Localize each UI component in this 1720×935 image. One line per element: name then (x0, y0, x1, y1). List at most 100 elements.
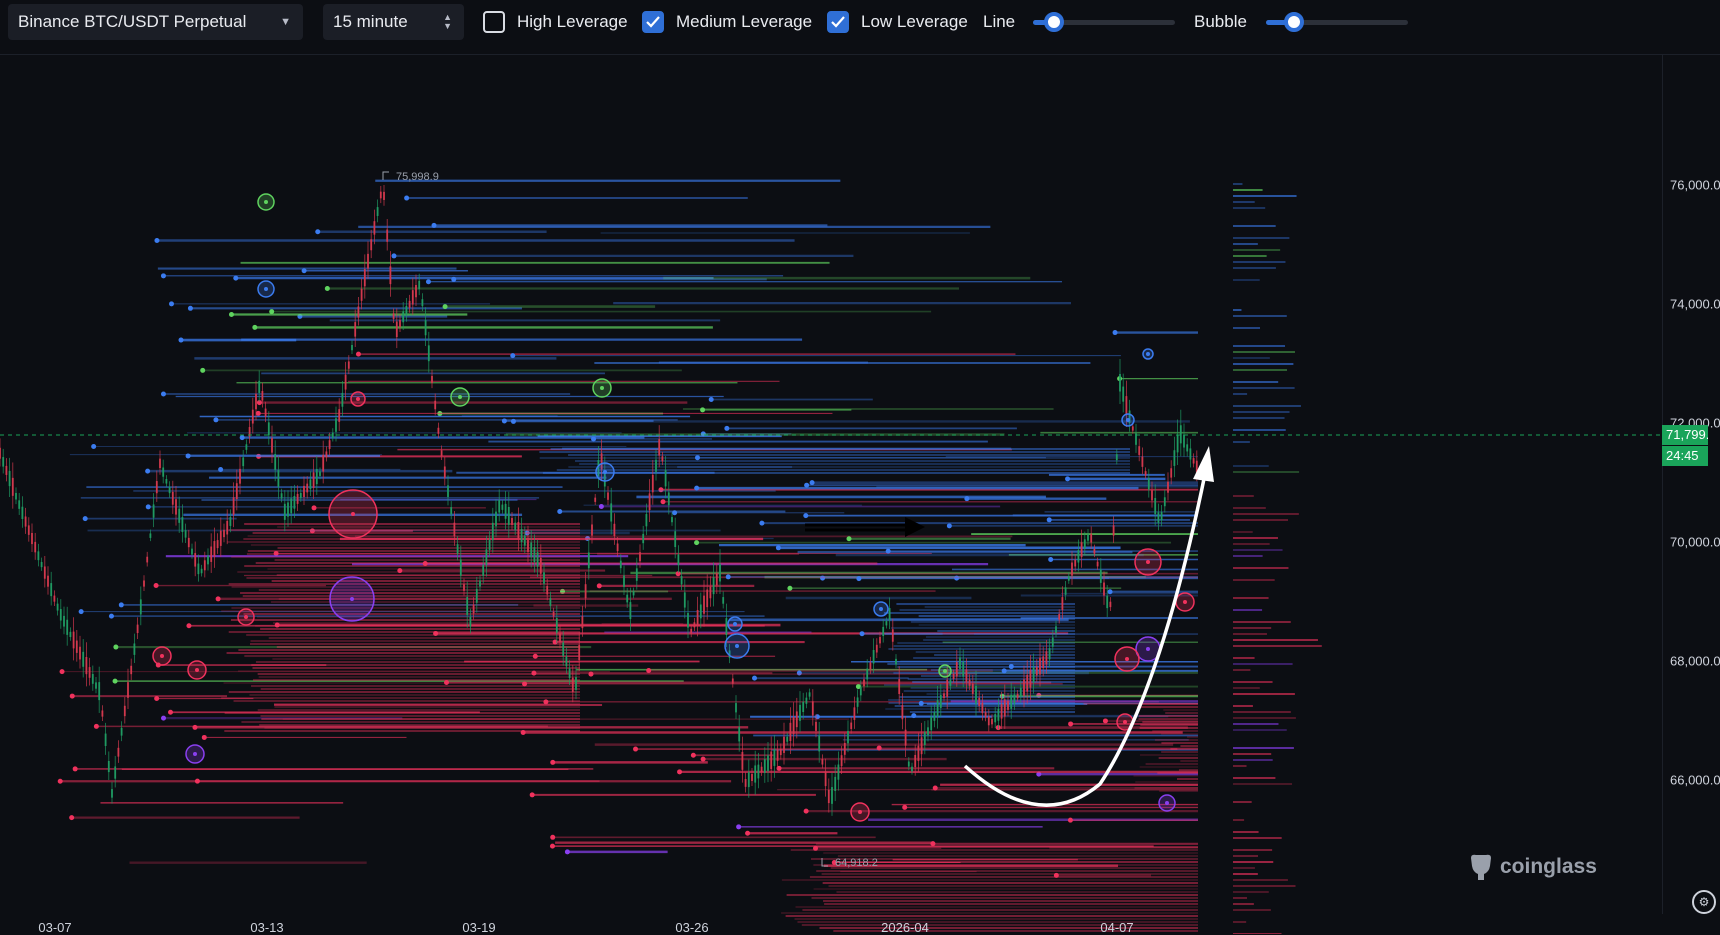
candle-body (191, 548, 193, 555)
candle-body (869, 662, 872, 670)
candle-body (392, 313, 395, 319)
line-slider-label: Line (983, 12, 1016, 31)
candle-body (1074, 559, 1077, 567)
liquidation-level-dot (804, 482, 810, 488)
candle-body (463, 584, 465, 591)
candle-body (389, 266, 392, 285)
liquidation-bubble-center (351, 512, 355, 516)
candle-body (847, 730, 849, 744)
candle-body (223, 529, 225, 538)
candle-body (354, 322, 357, 337)
candle-body (997, 708, 1000, 721)
candle-body (491, 522, 494, 541)
liquidation-bubble-center (193, 752, 197, 756)
candle-body (1013, 694, 1016, 704)
candle-body (533, 547, 536, 562)
candle-body (901, 705, 904, 720)
candle-body (715, 573, 718, 586)
candle-body (162, 467, 165, 477)
liquidation-level-dot (256, 400, 262, 406)
candle-body (434, 400, 437, 410)
liquidation-heatmap-chart[interactable]: 75,998.9 64,918.2 (0, 54, 1662, 934)
x-tick-label: 04-07 (1100, 920, 1134, 935)
candle-body (607, 492, 609, 500)
liquidation-level-dot (145, 468, 151, 474)
line-slider[interactable] (1033, 12, 1175, 32)
candle-body (130, 665, 133, 675)
candle-body (568, 668, 571, 679)
candle-body (882, 626, 885, 637)
liquidation-bubble-center (1123, 720, 1127, 724)
candle-body (1138, 446, 1141, 455)
candle-body (850, 722, 853, 730)
liquidation-bubble-center (603, 470, 607, 474)
candle-body (213, 541, 216, 557)
low-price-marker: 64,918.2 (821, 857, 878, 869)
candle-body (978, 697, 981, 706)
high-leverage-checkbox[interactable]: High Leverage (483, 8, 628, 36)
candle-body (1039, 657, 1041, 675)
liquidation-bubble-center (356, 397, 360, 401)
medium-leverage-checkbox[interactable]: Medium Leverage (642, 8, 812, 36)
candle-body (565, 656, 568, 667)
candle-body (597, 460, 600, 477)
slider-track (1266, 20, 1408, 25)
candle-body (943, 693, 945, 699)
candle-body (971, 683, 974, 694)
interval-select[interactable]: 15 minute ▲ ▼ (323, 4, 464, 40)
liquidation-level-dot (228, 312, 234, 318)
candle-body (1096, 561, 1099, 567)
liquidation-level-dot (677, 769, 683, 775)
candle-body (475, 588, 478, 603)
candle-body (357, 306, 360, 318)
liquidation-level-dot (112, 678, 118, 684)
candle-body (1147, 478, 1150, 490)
candle-body (53, 595, 56, 602)
candle-body (696, 609, 699, 626)
slider-thumb[interactable] (1044, 12, 1065, 32)
candle-body (642, 533, 645, 544)
candle-body (40, 561, 43, 568)
candle-body (1154, 498, 1157, 515)
candle-body (155, 481, 158, 494)
bubble-slider[interactable] (1266, 12, 1408, 32)
candle-body (43, 566, 46, 579)
candle-body (181, 517, 184, 532)
settings-icon[interactable]: ⚙ (1692, 890, 1716, 914)
liquidation-level-dot (700, 756, 706, 762)
candle-body (831, 787, 833, 804)
candle-body (693, 622, 696, 628)
checkbox-checked-icon (642, 11, 664, 33)
candle-body (962, 661, 965, 677)
liquidation-level-dot (1001, 668, 1007, 674)
slider-thumb[interactable] (1284, 12, 1305, 32)
candle-body (453, 522, 456, 537)
low-leverage-checkbox[interactable]: Low Leverage (827, 8, 968, 36)
candle-body (760, 766, 763, 773)
candle-body (351, 345, 353, 351)
candle-body (120, 727, 123, 736)
candle-body (184, 530, 187, 538)
candle-body (133, 643, 136, 655)
candle-body (834, 776, 837, 791)
liquidation-level-dot (700, 407, 706, 413)
candle-body (959, 657, 961, 669)
candle-body (546, 585, 549, 595)
candle-body (1077, 550, 1080, 563)
candle-body (1183, 434, 1185, 448)
candle-body (741, 751, 744, 770)
candle-body (479, 580, 481, 587)
candle-body (536, 552, 539, 567)
candle-body (1016, 693, 1019, 699)
candle-body (424, 320, 427, 336)
candle-body (1163, 497, 1166, 507)
candle-body (149, 533, 152, 538)
liquidation-level-dot (355, 351, 361, 357)
candle-body (520, 528, 523, 543)
candle-body (575, 677, 577, 690)
candle-body (907, 761, 910, 767)
candle-body (303, 485, 305, 498)
candle-body (1144, 471, 1147, 476)
market-select[interactable]: Binance BTC/USDT Perpetual ▼ (8, 4, 303, 40)
price-axis[interactable] (1662, 54, 1720, 914)
